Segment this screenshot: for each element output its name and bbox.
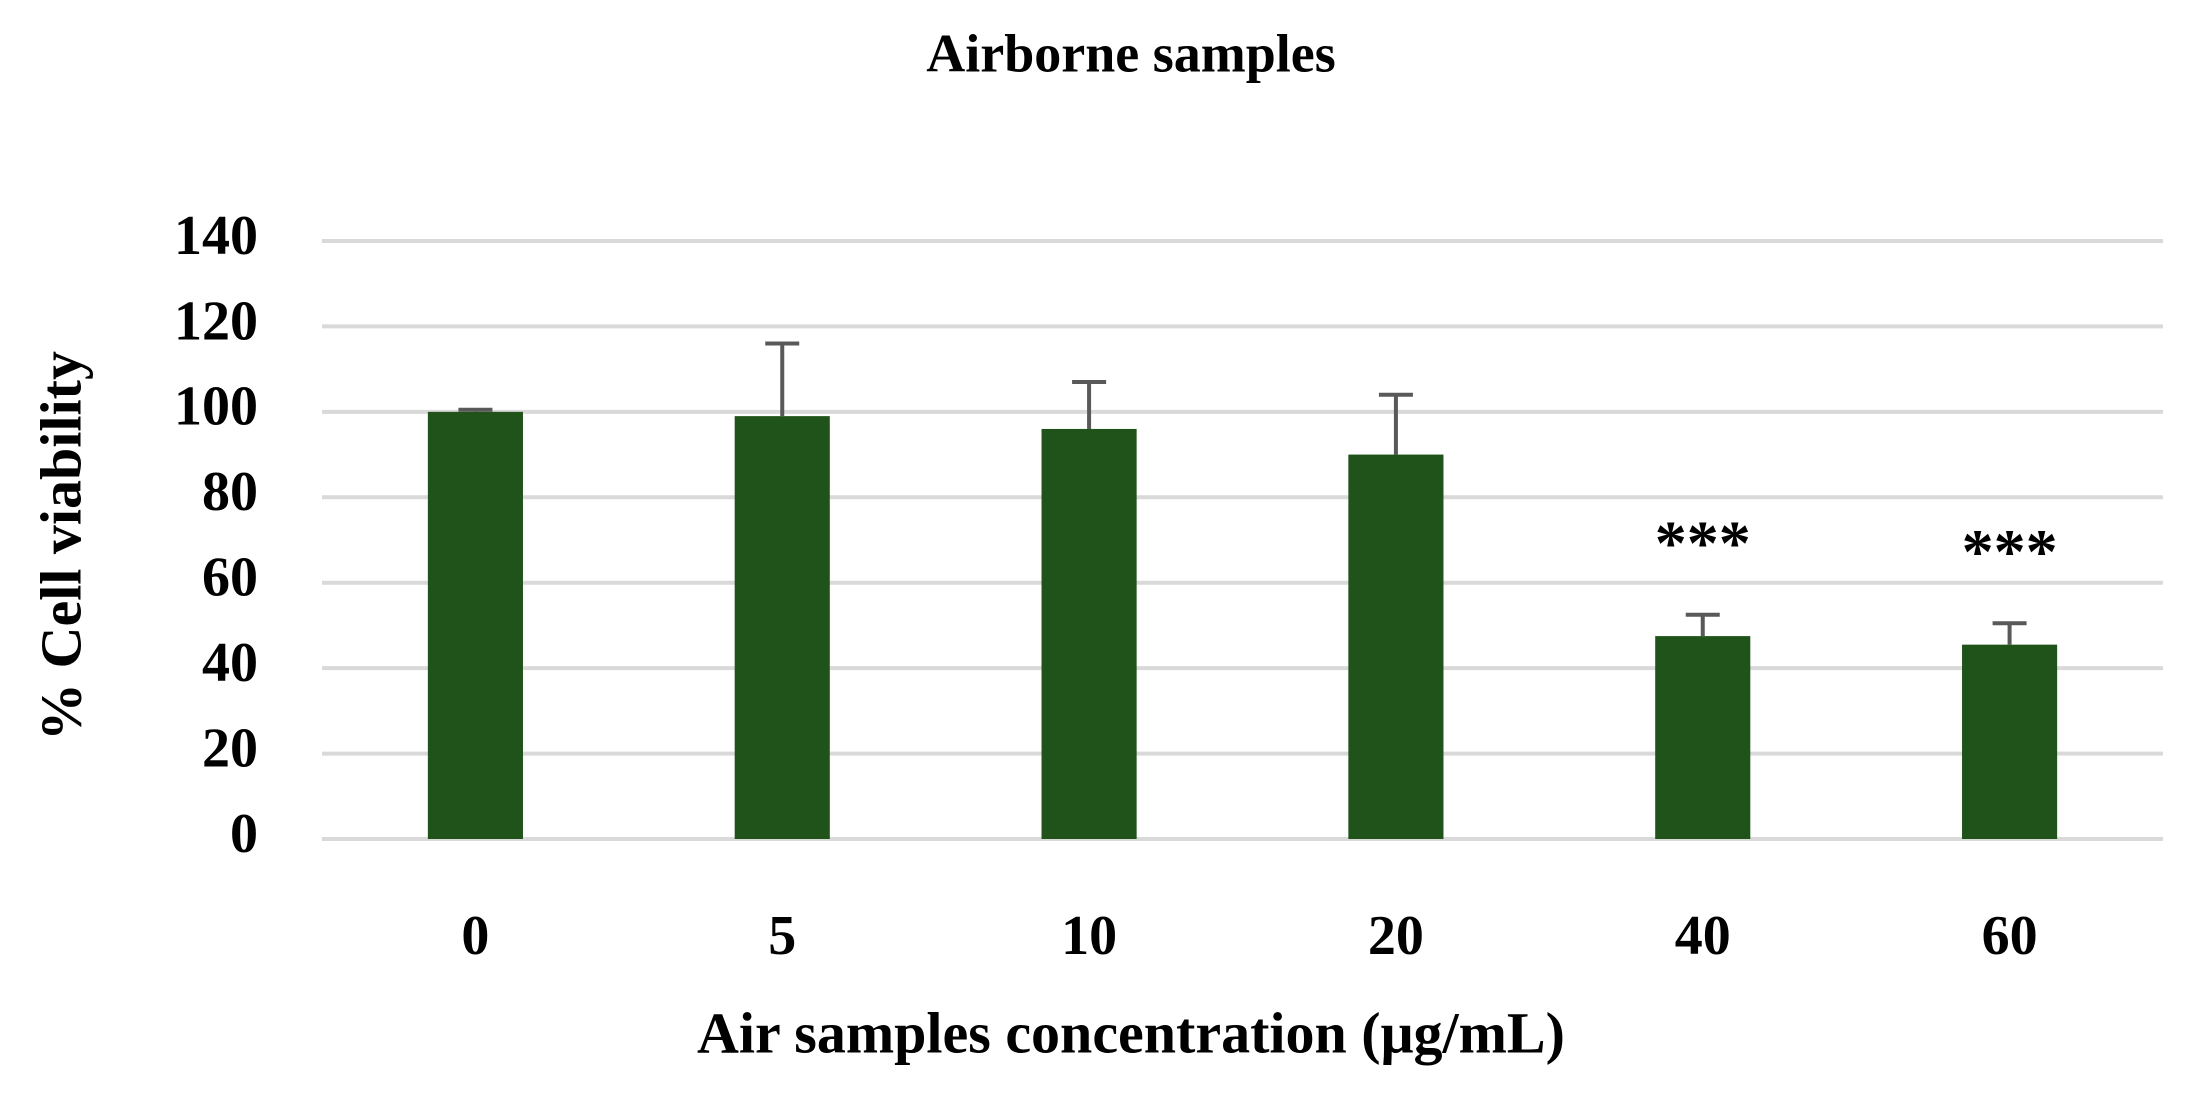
error-bar: [1072, 379, 1107, 429]
x-axis-title: Air samples concentration (μg/mL): [697, 1000, 1565, 1065]
chart-title: Airborne samples: [926, 23, 1335, 83]
x-tick-label: 10: [1061, 905, 1117, 967]
bar: [1655, 636, 1751, 839]
annotation: ***: [1655, 507, 1751, 578]
error-bar: [1685, 612, 1720, 637]
bar: [1041, 428, 1137, 839]
y-tick-label: 40: [202, 632, 258, 694]
y-tick-label: 20: [202, 717, 258, 779]
x-tick-label: 0: [461, 905, 489, 967]
y-tick-label: 80: [202, 461, 258, 523]
bar: [1962, 644, 2058, 839]
y-tick-label: 140: [174, 205, 258, 267]
y-tick-label: 100: [174, 376, 258, 438]
y-tick-label: 60: [202, 547, 258, 609]
y-tick-label: 0: [230, 803, 258, 865]
annotation: ***: [1962, 516, 2058, 587]
error-bar: [458, 407, 493, 412]
error-bar: [1992, 621, 2027, 645]
error-bar: [765, 341, 800, 417]
x-tick-label: 5: [768, 905, 796, 967]
x-tick-label: 60: [1982, 905, 2038, 967]
x-tick-label: 40: [1675, 905, 1731, 967]
bar: [1348, 454, 1444, 839]
y-tick-label: 120: [174, 290, 258, 352]
x-tick-label: 20: [1368, 905, 1424, 967]
bar: [734, 416, 830, 839]
y-axis-title: % Cell viability: [28, 351, 93, 741]
bar: [427, 411, 523, 839]
error-bar: [1378, 392, 1413, 455]
